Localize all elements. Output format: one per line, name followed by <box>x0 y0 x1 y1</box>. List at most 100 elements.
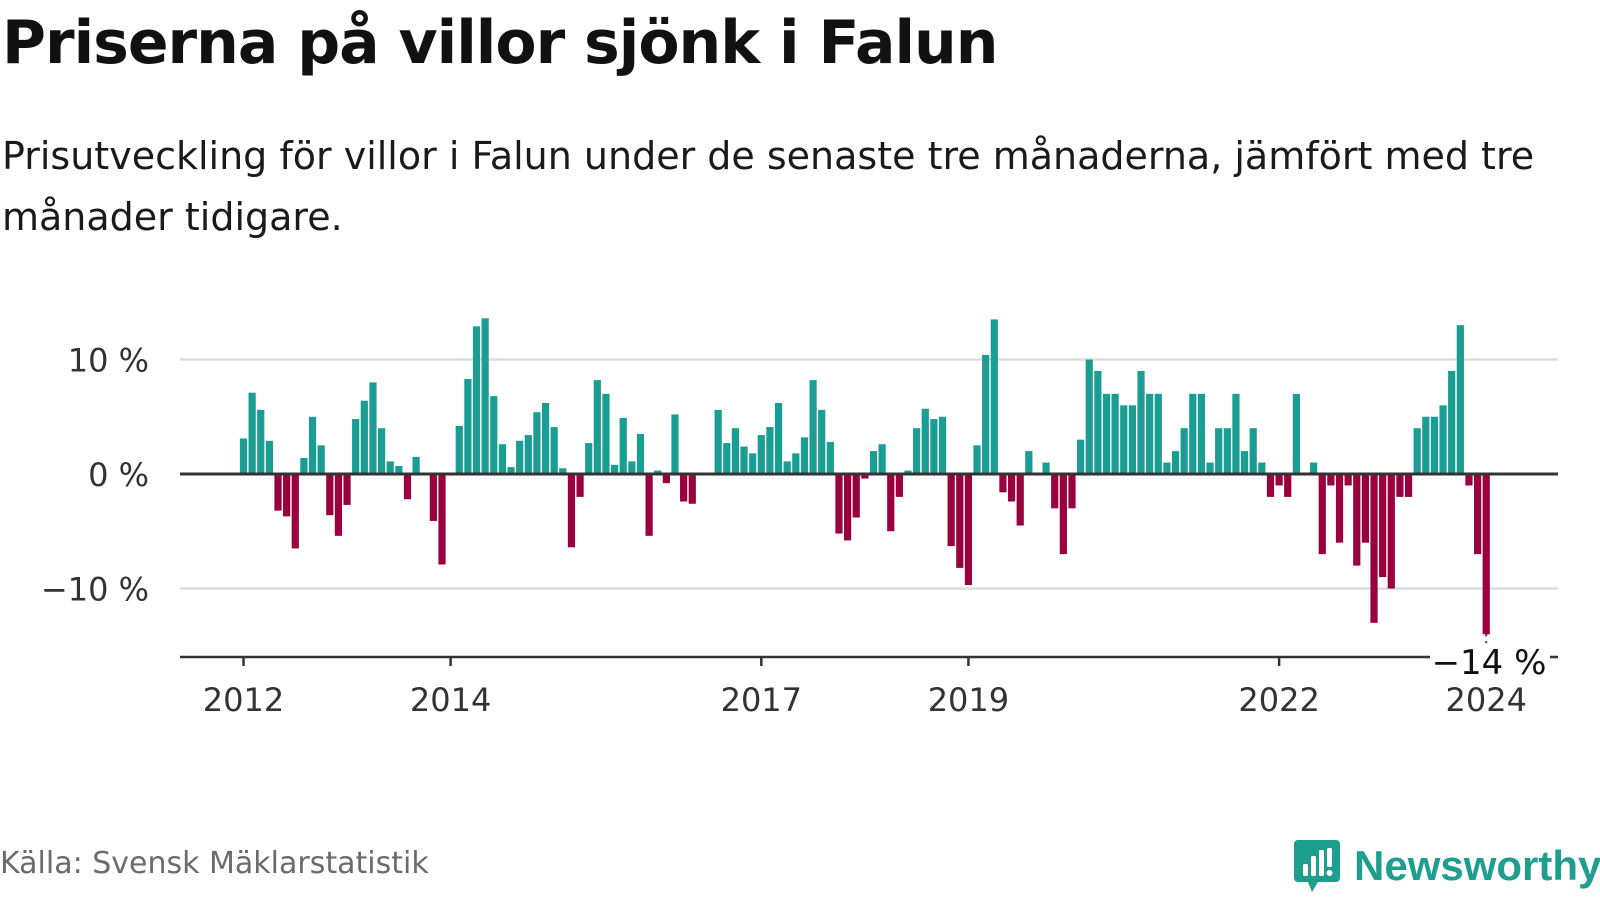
bar-positive <box>1215 428 1223 474</box>
bar-positive <box>265 440 273 474</box>
bar-positive <box>360 400 368 474</box>
bar-negative <box>576 474 584 497</box>
bar-negative <box>1275 474 1283 486</box>
bar-negative <box>1404 474 1413 497</box>
bar-positive <box>826 441 834 474</box>
bar-positive <box>1197 393 1206 474</box>
bar-positive <box>1085 359 1093 474</box>
brand-logo: Newsworthy <box>1292 838 1600 894</box>
bar-positive <box>412 456 420 474</box>
bar-negative <box>438 474 446 565</box>
bar-positive <box>792 453 800 474</box>
bar-negative <box>964 474 973 586</box>
bar-negative <box>1284 474 1292 497</box>
source-note: Källa: Svensk Mäklarstatistik <box>0 846 429 881</box>
bar-negative <box>567 474 576 548</box>
bar-positive <box>1146 393 1154 474</box>
bar-positive <box>878 444 886 474</box>
bar-positive <box>498 444 506 474</box>
bar-positive <box>593 380 601 474</box>
bar-positive <box>308 416 317 474</box>
bar-negative <box>861 474 869 479</box>
bar-positive <box>1180 428 1188 474</box>
chart-title: Priserna på villor sjönk i Falun <box>2 8 998 78</box>
bar-positive <box>1189 393 1197 474</box>
x-tick-label: 2017 <box>721 681 802 719</box>
bar-positive <box>455 425 463 474</box>
bar-negative <box>1344 474 1352 486</box>
bar-negative <box>835 474 843 534</box>
bar-positive <box>352 419 360 474</box>
bars <box>239 318 1490 635</box>
bar-positive <box>938 416 947 474</box>
bar-positive <box>585 443 593 474</box>
bar-negative <box>852 474 860 518</box>
bar-positive <box>602 393 610 474</box>
bar-negative <box>1318 474 1326 555</box>
bar-negative <box>283 474 291 517</box>
bar-negative <box>429 474 437 521</box>
bar-negative <box>1482 474 1490 635</box>
bar-negative <box>956 474 964 568</box>
bar-positive <box>1102 393 1111 474</box>
bar-positive <box>1094 370 1102 474</box>
bar-positive <box>930 419 938 474</box>
bar-positive <box>800 437 809 474</box>
bar-positive <box>1137 370 1145 474</box>
x-tick-label: 2024 <box>1446 681 1527 719</box>
bar-negative <box>895 474 903 497</box>
bar-positive <box>472 326 481 474</box>
bar-negative <box>1051 474 1059 509</box>
bar-positive <box>524 435 532 474</box>
bar-positive <box>395 465 403 474</box>
bar-negative <box>1379 474 1387 578</box>
x-tick-label: 2019 <box>928 681 1009 719</box>
bar-positive <box>1240 451 1249 474</box>
bar-positive <box>636 433 645 474</box>
bar-negative <box>403 474 412 500</box>
bar-negative <box>645 474 653 536</box>
bar-positive <box>904 470 912 474</box>
bar-positive <box>1292 393 1300 474</box>
bar-positive <box>1111 393 1119 474</box>
y-tick-label: 0 % <box>88 456 149 494</box>
bar-positive <box>869 451 878 474</box>
bar-positive <box>516 440 524 474</box>
bar-positive <box>628 461 636 474</box>
bar-positive <box>533 412 541 474</box>
bar-positive <box>1025 451 1033 474</box>
bar-positive <box>464 378 472 474</box>
bar-negative <box>291 474 299 549</box>
bar-positive <box>1439 405 1447 474</box>
x-tick-label: 2022 <box>1238 681 1319 719</box>
bar-negative <box>947 474 955 547</box>
bar-positive <box>766 427 774 474</box>
bar-negative <box>1353 474 1361 566</box>
bar-negative <box>844 474 852 541</box>
y-axis-labels: 10 % 0 % −10 % <box>41 342 149 609</box>
bar-negative <box>688 474 696 504</box>
bar-negative <box>326 474 334 516</box>
bar-negative <box>1016 474 1024 526</box>
bar-positive <box>386 461 394 474</box>
bar-positive <box>973 445 981 475</box>
bar-positive <box>671 414 679 474</box>
bar-positive <box>550 427 558 474</box>
bar-positive <box>1077 439 1085 474</box>
bar-negative <box>1396 474 1404 497</box>
bar-negative <box>274 474 282 511</box>
bar-positive <box>809 380 817 474</box>
bar-positive <box>1430 416 1439 474</box>
bar-positive <box>541 403 550 474</box>
bar-positive <box>783 461 791 474</box>
bar-positive <box>377 428 386 474</box>
bar-positive <box>610 464 619 474</box>
bar-positive <box>1448 370 1456 474</box>
bar-positive <box>239 438 248 474</box>
bar-positive <box>1258 462 1266 474</box>
bar-positive <box>1171 451 1180 474</box>
bar-positive <box>818 409 826 474</box>
bar-negative <box>334 474 343 536</box>
last-value-label: −14 % <box>1432 643 1547 683</box>
